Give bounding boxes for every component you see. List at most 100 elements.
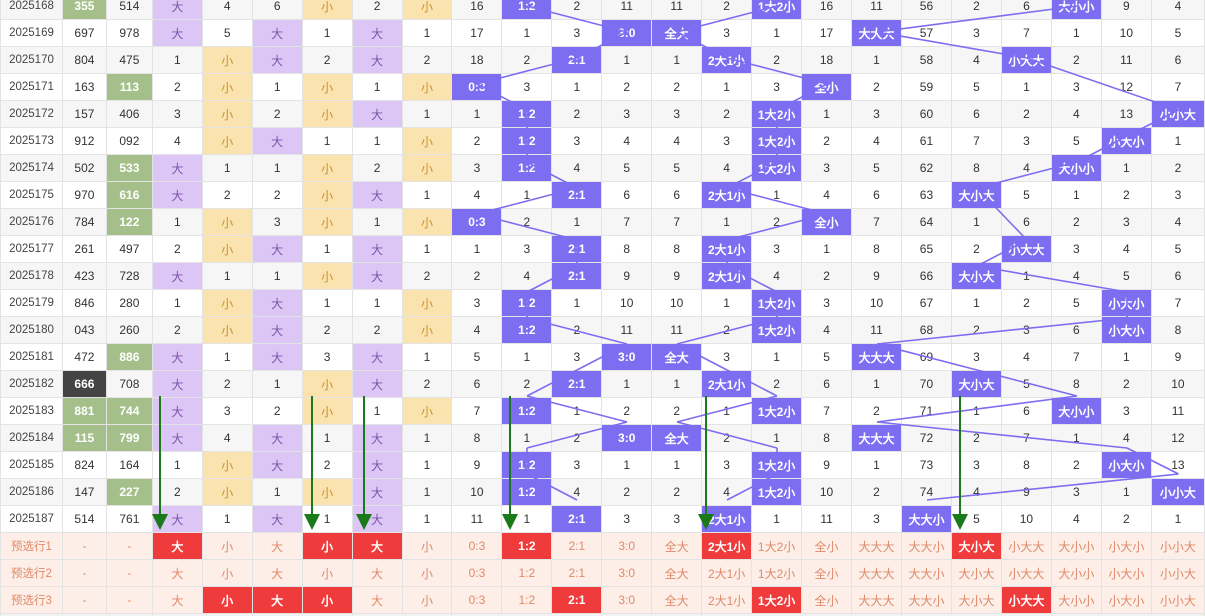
- preselect-option[interactable]: 大大大: [851, 586, 902, 614]
- preselect-option[interactable]: 大: [151, 586, 203, 614]
- value-cell: 66: [901, 262, 952, 290]
- preselect-option[interactable]: 大小小: [1050, 559, 1102, 587]
- value-cell: 2: [351, 316, 403, 344]
- value-cell: 6: [1150, 262, 1205, 290]
- preselect-option[interactable]: 小小大: [1150, 532, 1205, 560]
- preselect-option[interactable]: 0:3: [451, 532, 503, 560]
- value-cell: 1: [251, 262, 303, 290]
- preselect-option[interactable]: 1:2: [501, 586, 553, 614]
- value-cell: 3: [1050, 73, 1102, 101]
- value-cell: 小: [301, 397, 353, 425]
- preselect-option[interactable]: 2:1: [551, 586, 603, 614]
- preselect-option[interactable]: 大小小: [1050, 532, 1102, 560]
- preselect-option[interactable]: 2:1: [551, 559, 603, 587]
- preselect-option[interactable]: 小: [301, 559, 353, 587]
- preselect-option[interactable]: 大小小: [1050, 586, 1102, 614]
- value-cell: 小大小: [1100, 451, 1152, 479]
- value-cell: 大大小: [901, 505, 952, 533]
- value-cell: 大: [151, 505, 203, 533]
- preselect-option[interactable]: 大大大: [851, 559, 902, 587]
- value-cell: 2: [301, 316, 353, 344]
- preselect-option[interactable]: 小: [201, 559, 253, 587]
- value-cell: 7: [950, 127, 1002, 155]
- preselect-option[interactable]: 大小大: [950, 532, 1002, 560]
- value-cell: 2: [651, 73, 703, 101]
- preselect-option[interactable]: 大: [151, 532, 203, 560]
- value-cell: 1: [301, 235, 353, 263]
- value-cell: 2: [401, 370, 453, 398]
- preselect-option[interactable]: 小大小: [1100, 559, 1152, 587]
- preselect-option[interactable]: 全小: [801, 586, 853, 614]
- period-cell: 2025170: [0, 46, 63, 74]
- preselect-option[interactable]: 1大2小: [751, 586, 803, 614]
- preselect-option[interactable]: 大: [251, 586, 303, 614]
- value-cell: 2: [751, 370, 803, 398]
- preselect-option[interactable]: 大: [151, 559, 203, 587]
- preselect-option[interactable]: 大: [351, 586, 403, 614]
- preselect-option[interactable]: 小: [401, 559, 453, 587]
- value-cell: 6: [651, 181, 703, 209]
- preselect-option[interactable]: 小: [301, 532, 353, 560]
- preselect-option[interactable]: 小大大: [1000, 586, 1052, 614]
- preselect-option[interactable]: 大: [251, 559, 303, 587]
- preselect-option[interactable]: 小: [301, 586, 353, 614]
- preselect-option[interactable]: 小: [401, 532, 453, 560]
- preselect-option[interactable]: 小小大: [1150, 586, 1205, 614]
- preselect-option[interactable]: 全小: [801, 532, 853, 560]
- preselect-option[interactable]: 小小大: [1150, 559, 1205, 587]
- preselect-option[interactable]: 2大1小: [701, 532, 753, 560]
- preselect-option[interactable]: 0:3: [451, 559, 503, 587]
- preselect-option[interactable]: 大大小: [901, 559, 952, 587]
- value-cell: 5: [1050, 289, 1102, 317]
- preselect-option[interactable]: 全大: [651, 586, 703, 614]
- preselect-option[interactable]: 大大小: [901, 532, 952, 560]
- preselect-option[interactable]: 全大: [651, 559, 703, 587]
- preselect-option[interactable]: 全小: [801, 559, 853, 587]
- value-cell: 1: [201, 154, 253, 182]
- preselect-option[interactable]: 大大大: [851, 532, 902, 560]
- preselect-option[interactable]: 1:2: [501, 559, 553, 587]
- value-cell: 1:2: [501, 289, 553, 317]
- value-cell: 1:2: [501, 100, 553, 128]
- preselect-option[interactable]: 大: [351, 559, 403, 587]
- preselect-option[interactable]: 小大小: [1100, 586, 1152, 614]
- preselect-option[interactable]: 小: [401, 586, 453, 614]
- preselect-option[interactable]: 小: [201, 586, 253, 614]
- preselect-option[interactable]: 0:3: [451, 586, 503, 614]
- value-cell: 4: [451, 316, 503, 344]
- preselect-option[interactable]: 大小大: [950, 586, 1002, 614]
- value-cell: 10: [1000, 505, 1052, 533]
- value-cell: 60: [901, 100, 952, 128]
- value-cell: 4: [551, 478, 603, 506]
- preselect-option[interactable]: 2大1小: [701, 586, 753, 614]
- number-cell: 514: [61, 505, 107, 533]
- value-cell: 3: [1050, 235, 1102, 263]
- preselect-option[interactable]: 1:2: [501, 532, 553, 560]
- preselect-option[interactable]: 1大2小: [751, 532, 803, 560]
- preselect-option[interactable]: 3:0: [601, 532, 653, 560]
- preselect-option[interactable]: 小大大: [1000, 532, 1052, 560]
- preselect-option[interactable]: 小: [201, 532, 253, 560]
- value-cell: 6: [451, 370, 503, 398]
- value-cell: 1: [401, 478, 453, 506]
- preselect-option[interactable]: 大: [251, 532, 303, 560]
- preselect-option[interactable]: 小大大: [1000, 559, 1052, 587]
- preselect-option[interactable]: 1大2小: [751, 559, 803, 587]
- preselect-option[interactable]: 2大1小: [701, 559, 753, 587]
- preselect-option[interactable]: 大大小: [901, 586, 952, 614]
- value-cell: 69: [901, 343, 952, 371]
- preselect-option[interactable]: 全大: [651, 532, 703, 560]
- preselect-option[interactable]: 小大小: [1100, 532, 1152, 560]
- value-cell: 5: [1100, 262, 1152, 290]
- preselect-option[interactable]: 大: [351, 532, 403, 560]
- number-cell: 846: [61, 289, 107, 317]
- number-cell: 761: [105, 505, 153, 533]
- value-cell: 2: [501, 370, 553, 398]
- value-cell: 1大2小: [751, 397, 803, 425]
- value-cell: 4: [1150, 0, 1205, 20]
- preselect-option[interactable]: 3:0: [601, 586, 653, 614]
- number-cell: 804: [61, 46, 107, 74]
- preselect-option[interactable]: 2:1: [551, 532, 603, 560]
- preselect-option[interactable]: 大小大: [950, 559, 1002, 587]
- preselect-option[interactable]: 3:0: [601, 559, 653, 587]
